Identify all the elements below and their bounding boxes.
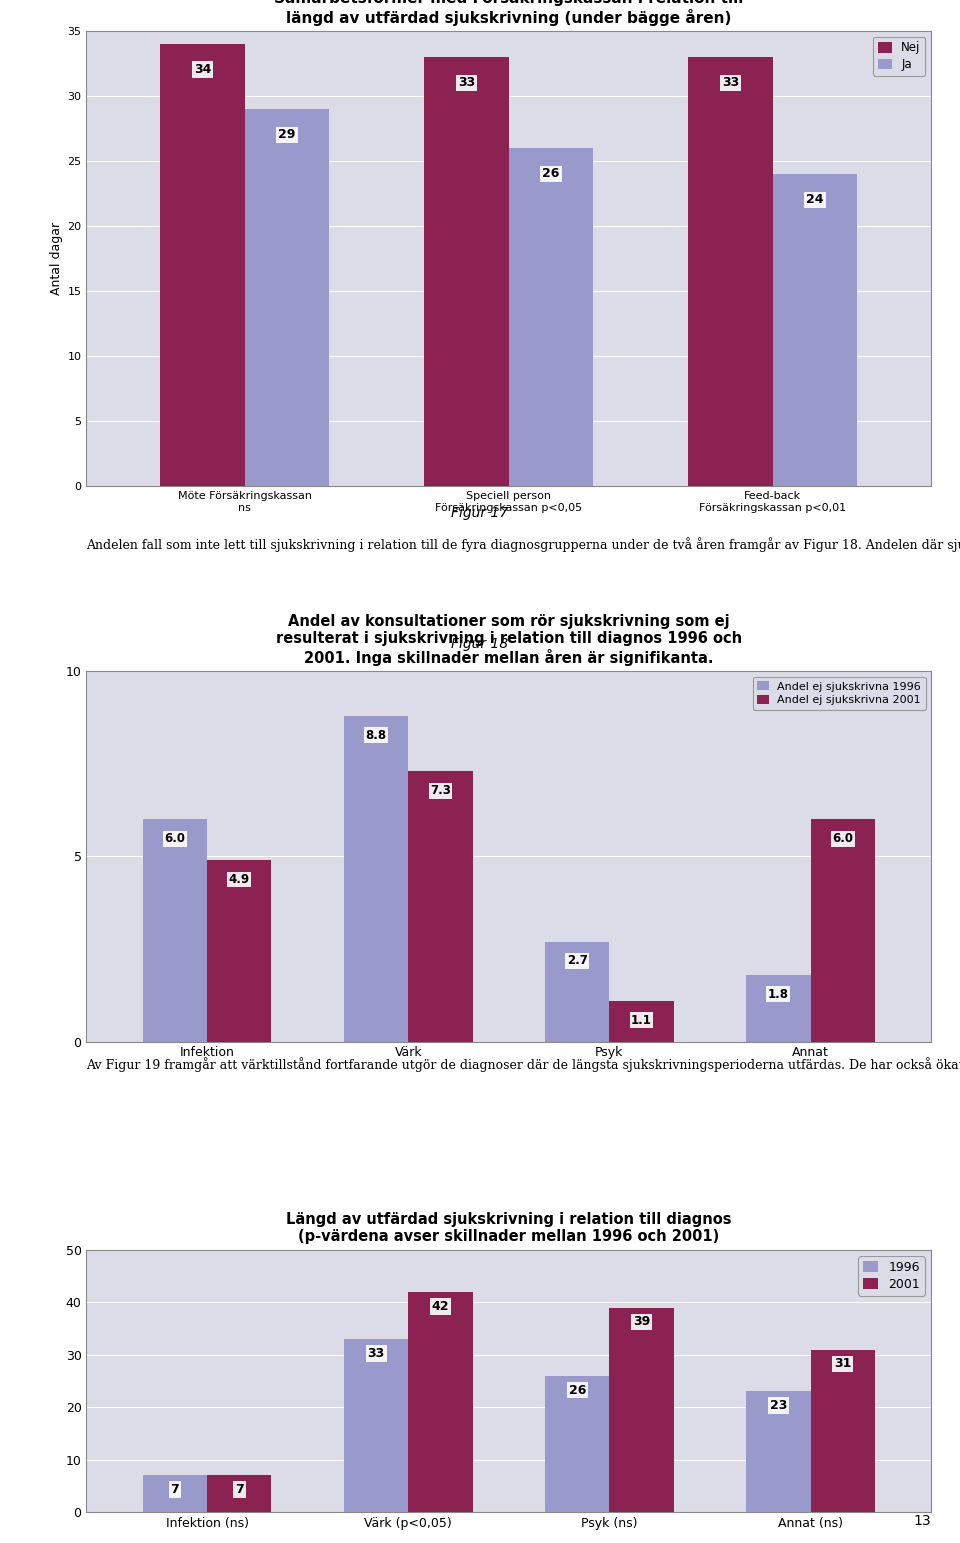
Text: 33: 33 — [368, 1347, 385, 1359]
Bar — [746, 975, 810, 1042]
Text: 42: 42 — [432, 1299, 449, 1313]
Title: Andel av konsultationer som rör sjukskrivning som ej
resulterat i sjukskrivning : Andel av konsultationer som rör sjukskri… — [276, 614, 742, 667]
Bar — [408, 772, 472, 1042]
Text: 26: 26 — [542, 168, 560, 181]
Bar — [207, 1475, 272, 1512]
Bar — [408, 1291, 472, 1512]
Text: Figur 18: Figur 18 — [451, 637, 509, 651]
Text: 23: 23 — [770, 1400, 787, 1412]
Text: 13: 13 — [914, 1514, 931, 1528]
Text: Andelen fall som inte lett till sjukskrivning i relation till de fyra diagnosgru: Andelen fall som inte lett till sjukskri… — [86, 537, 960, 552]
Bar — [810, 1350, 875, 1512]
Bar — [545, 1376, 610, 1512]
Text: 33: 33 — [722, 77, 739, 89]
Bar — [344, 716, 408, 1042]
Text: 6.0: 6.0 — [164, 832, 185, 846]
Text: Figur 17: Figur 17 — [451, 506, 509, 520]
Text: 34: 34 — [194, 63, 211, 76]
Bar — [688, 57, 773, 486]
Bar — [610, 1307, 674, 1512]
Text: 6.0: 6.0 — [832, 832, 853, 846]
Text: 7: 7 — [235, 1483, 244, 1497]
Bar — [344, 1339, 408, 1512]
Text: 4.9: 4.9 — [228, 873, 250, 886]
Text: 8.8: 8.8 — [366, 728, 387, 742]
Y-axis label: Antal dagar: Antal dagar — [50, 222, 63, 295]
Text: 1.1: 1.1 — [631, 1014, 652, 1026]
Legend: 1996, 2001: 1996, 2001 — [858, 1256, 924, 1296]
Bar — [207, 859, 272, 1042]
Bar — [509, 148, 593, 486]
Bar — [143, 1475, 207, 1512]
Bar — [610, 1001, 674, 1042]
Bar — [810, 819, 875, 1042]
Text: Av Figur 19 framgår att värktillstånd fortfarande utgör de diagnoser där de läng: Av Figur 19 framgår att värktillstånd fo… — [86, 1057, 960, 1072]
Text: 7: 7 — [171, 1483, 180, 1497]
Legend: Andel ej sjukskrivna 1996, Andel ej sjukskrivna 2001: Andel ej sjukskrivna 1996, Andel ej sjuk… — [753, 677, 925, 710]
Text: 33: 33 — [458, 77, 475, 89]
Bar — [773, 174, 857, 486]
Text: 7.3: 7.3 — [430, 784, 451, 798]
Title: Samarbetsformer med Försäkringskassan i relation till
längd av utfärdad sjukskri: Samarbetsformer med Försäkringskassan i … — [275, 0, 743, 26]
Text: 2.7: 2.7 — [566, 955, 588, 967]
Title: Längd av utfärdad sjukskrivning i relation till diagnos
(p-värdena avser skillna: Längd av utfärdad sjukskrivning i relati… — [286, 1213, 732, 1245]
Bar — [143, 819, 207, 1042]
Text: 24: 24 — [806, 193, 824, 207]
Text: 39: 39 — [633, 1315, 650, 1329]
Bar — [160, 43, 245, 486]
Text: 29: 29 — [278, 128, 296, 142]
Bar — [245, 110, 329, 486]
Text: 1.8: 1.8 — [768, 988, 789, 1001]
Text: 26: 26 — [568, 1384, 586, 1396]
Bar — [424, 57, 509, 486]
Bar — [746, 1392, 810, 1512]
Legend: Nej, Ja: Nej, Ja — [873, 37, 925, 76]
Text: 31: 31 — [834, 1358, 852, 1370]
Bar — [545, 941, 610, 1042]
